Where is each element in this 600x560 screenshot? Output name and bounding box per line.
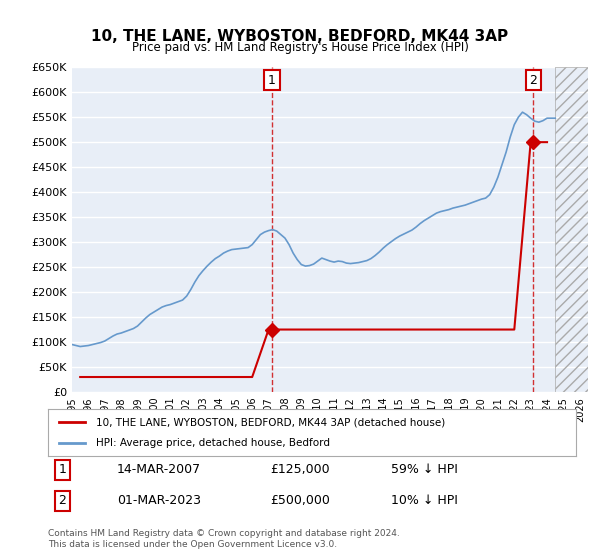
Text: 2: 2 <box>530 74 538 87</box>
Text: 59% ↓ HPI: 59% ↓ HPI <box>391 464 458 477</box>
Text: £500,000: £500,000 <box>270 494 329 507</box>
Text: HPI: Average price, detached house, Bedford: HPI: Average price, detached house, Bedf… <box>95 438 329 448</box>
Text: 2: 2 <box>59 494 67 507</box>
Text: 1: 1 <box>59 464 67 477</box>
Text: 10% ↓ HPI: 10% ↓ HPI <box>391 494 458 507</box>
Text: 01-MAR-2023: 01-MAR-2023 <box>116 494 200 507</box>
Text: 14-MAR-2007: 14-MAR-2007 <box>116 464 201 477</box>
Text: Price paid vs. HM Land Registry's House Price Index (HPI): Price paid vs. HM Land Registry's House … <box>131 41 469 54</box>
Text: 10, THE LANE, WYBOSTON, BEDFORD, MK44 3AP (detached house): 10, THE LANE, WYBOSTON, BEDFORD, MK44 3A… <box>95 417 445 427</box>
Text: 10, THE LANE, WYBOSTON, BEDFORD, MK44 3AP: 10, THE LANE, WYBOSTON, BEDFORD, MK44 3A… <box>91 29 509 44</box>
Text: 1: 1 <box>268 74 276 87</box>
Text: £125,000: £125,000 <box>270 464 329 477</box>
Text: Contains HM Land Registry data © Crown copyright and database right 2024.
This d: Contains HM Land Registry data © Crown c… <box>48 529 400 549</box>
